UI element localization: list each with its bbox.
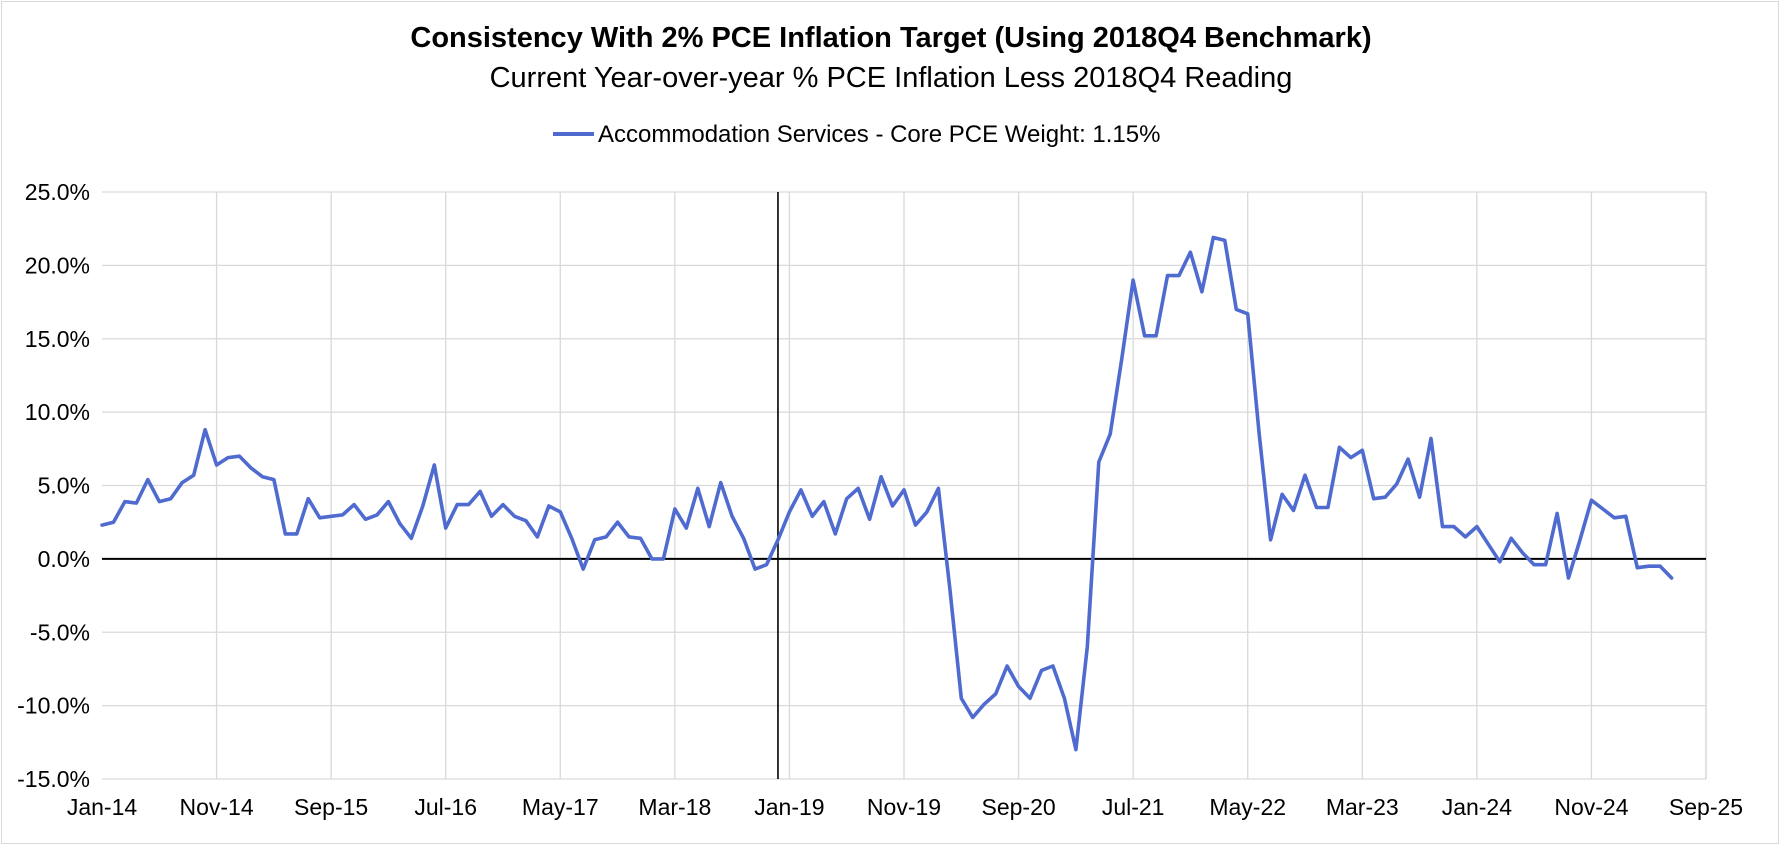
gridlines	[102, 191, 1707, 780]
x-tick-label: May-22	[1209, 794, 1286, 820]
series-line	[100, 235, 1674, 752]
x-tick-label: Nov-24	[1554, 794, 1628, 820]
y-tick-label: 20.0%	[25, 252, 90, 278]
x-tick-label: Sep-15	[294, 794, 368, 820]
x-tick-label: Sep-20	[981, 794, 1055, 820]
x-tick-label: Nov-19	[867, 794, 941, 820]
x-tick-label: Mar-23	[1326, 794, 1399, 820]
x-tick-label: May-17	[522, 794, 599, 820]
y-tick-label: 5.0%	[38, 473, 90, 499]
y-tick-label: 10.0%	[25, 399, 90, 425]
x-axis-ticks: Jan-14 Nov-14 Sep-15 Jul-16 May-17 Mar-18 Jan-…	[67, 794, 1743, 820]
axes	[102, 192, 1706, 779]
x-tick-label: Sep-25	[1669, 794, 1743, 820]
y-tick-label: 25.0%	[25, 179, 90, 205]
chart-subtitle: Current Year-over-year % PCE Inflation L…	[490, 62, 1293, 94]
y-axis-ticks: -15.0% -10.0% -5.0% 0.0% 5.0% 10.0% 15.0% 20.0%…	[17, 179, 90, 792]
x-tick-label: Jul-16	[414, 794, 477, 820]
x-tick-label: Mar-18	[638, 794, 711, 820]
series-layer	[100, 235, 1674, 752]
y-tick-label: -10.0%	[17, 693, 90, 719]
y-tick-label: -5.0%	[30, 619, 90, 645]
legend: Accommodation Services - Core PCE Weight…	[553, 121, 1160, 148]
x-tick-label: Jan-14	[67, 794, 138, 820]
y-tick-label: 15.0%	[25, 326, 90, 352]
x-tick-label: Jan-19	[754, 794, 824, 820]
x-tick-label: Nov-14	[179, 794, 253, 820]
y-tick-label: -15.0%	[17, 766, 90, 792]
y-tick-label: 0.0%	[38, 546, 90, 572]
x-tick-label: Jul-21	[1102, 794, 1165, 820]
chart-title: Consistency With 2% PCE Inflation Target…	[410, 22, 1371, 54]
x-tick-label: Jan-24	[1442, 794, 1513, 820]
legend-label: Accommodation Services - Core PCE Weight…	[598, 121, 1160, 148]
